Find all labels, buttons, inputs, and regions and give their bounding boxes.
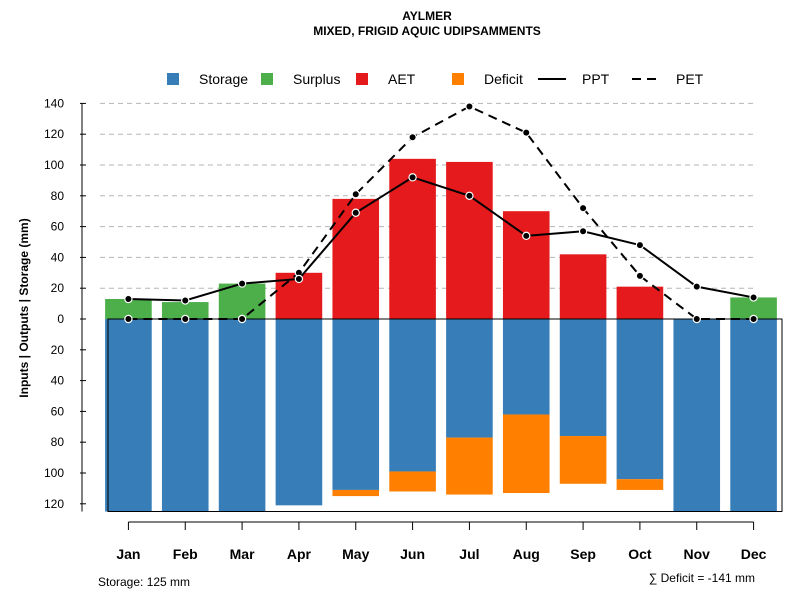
y-tick-label: 60: [51, 404, 65, 418]
deficit-bar: [616, 479, 664, 490]
deficit-bar: [389, 471, 436, 492]
surplus-bar: [105, 298, 152, 319]
pet-legend-label: PET: [676, 71, 704, 87]
y-tick-label: 20: [51, 343, 65, 357]
pet-line: [128, 105, 754, 320]
aet-bar: [559, 254, 607, 319]
aet-legend-label: AET: [388, 71, 416, 87]
aet-bar: [502, 211, 550, 319]
y-tick-label: 80: [51, 435, 65, 449]
storage-bar: [389, 319, 436, 472]
y-tick-label: 40: [51, 374, 65, 388]
x-tick-label-may: May: [342, 546, 369, 562]
ppt-point: [181, 296, 190, 305]
y-tick-label: 20: [51, 281, 65, 295]
x-tick-label-jul: Jul: [459, 546, 479, 562]
ppt-legend-label: PPT: [582, 71, 610, 87]
storage-legend-label: Storage: [199, 71, 248, 87]
pet-point: [578, 203, 588, 213]
ppt-point: [635, 240, 645, 250]
surplus-bar: [161, 302, 209, 319]
axes: 140 120 100 80 60 40 20 0 20 40 60 80 100 120 Jan Feb Ma…: [44, 96, 783, 562]
y-tick-label: 40: [51, 250, 65, 264]
storage-bar: [161, 319, 209, 512]
y-tick-label: 140: [44, 96, 64, 110]
ppt-point: [522, 231, 531, 241]
pet-point: [181, 314, 190, 324]
pet-point: [692, 314, 701, 324]
y-tick-label: 120: [44, 127, 64, 141]
ppt-point: [351, 208, 360, 217]
pet-point: [635, 271, 645, 281]
x-tick-label-feb: Feb: [173, 546, 198, 562]
ppt-point: [749, 293, 758, 302]
series-lines: [124, 102, 758, 324]
ppt-point: [294, 274, 304, 284]
x-tick-label-nov: Nov: [684, 546, 711, 562]
ppt-point: [408, 173, 417, 182]
storage-bar: [616, 319, 664, 480]
surplus-legend-label: Surplus: [293, 71, 340, 87]
chart-title: AYLMER: [402, 9, 452, 23]
x-tick-label-mar: Mar: [230, 546, 255, 562]
storage-bar: [218, 319, 266, 512]
deficit-bar: [559, 436, 607, 484]
deficit-bar: [332, 489, 380, 497]
storage-bar: [275, 319, 323, 506]
surplus-legend-swatch: [261, 73, 273, 85]
x-tick-label-oct: Oct: [628, 546, 652, 562]
pet-point: [237, 314, 247, 324]
deficit-legend-swatch: [452, 73, 464, 85]
ppt-point: [578, 227, 588, 236]
aet-bar: [616, 286, 664, 319]
ppt-point: [465, 191, 474, 200]
y-tick-label: 80: [51, 189, 65, 203]
storage-bar: [673, 319, 721, 512]
storage-bar: [730, 319, 777, 512]
aet-bar: [332, 198, 380, 319]
storage-bar: [332, 319, 380, 490]
pet-point: [351, 190, 360, 199]
legend: Storage Surplus AET Deficit PPT PET: [167, 71, 704, 87]
ppt-point: [692, 282, 701, 291]
surplus-bar: [218, 283, 266, 319]
y-tick-label: 0: [57, 312, 64, 326]
pet-point: [408, 133, 417, 142]
y-axis-label: Inputs | Outputs | Storage (mm): [17, 218, 31, 397]
x-tick-label-jan: Jan: [116, 546, 140, 562]
deficit-bar: [502, 414, 550, 494]
x-tick-label-jun: Jun: [400, 546, 425, 562]
ppt-line: [128, 176, 754, 302]
y-tick-label: 100: [44, 466, 64, 480]
pet-point: [124, 314, 133, 324]
storage-bar: [502, 319, 550, 415]
deficit-bar: [446, 437, 493, 495]
surplus-bar: [730, 297, 777, 319]
aet-bar: [446, 161, 493, 319]
x-tick-label-dec: Dec: [741, 546, 767, 562]
y-tick-label: 100: [44, 158, 64, 172]
x-tick-label-apr: Apr: [287, 546, 312, 562]
aet-bar: [389, 158, 436, 319]
pet-point: [749, 314, 758, 324]
ppt-point: [237, 279, 247, 288]
ppt-point: [124, 294, 133, 304]
y-tick-label: 120: [44, 497, 64, 511]
chart-subtitle: MIXED, FRIGID AQUIC UDIPSAMMENTS: [313, 24, 541, 38]
pet-point: [465, 102, 474, 111]
x-tick-label-sep: Sep: [570, 546, 596, 562]
x-tick-label-aug: Aug: [513, 546, 540, 562]
storage-footnote: Storage: 125 mm: [98, 575, 190, 589]
storage-legend-swatch: [167, 73, 179, 85]
deficit-footnote: ∑ Deficit = -141 mm: [649, 571, 755, 585]
deficit-legend-label: Deficit: [484, 71, 523, 87]
storage-bar: [559, 319, 607, 437]
pet-point: [522, 128, 531, 137]
y-tick-label: 60: [51, 220, 65, 234]
storage-bar: [105, 319, 152, 512]
bars: [105, 158, 777, 512]
storage-bar: [446, 319, 493, 438]
aet-legend-swatch: [356, 73, 368, 85]
